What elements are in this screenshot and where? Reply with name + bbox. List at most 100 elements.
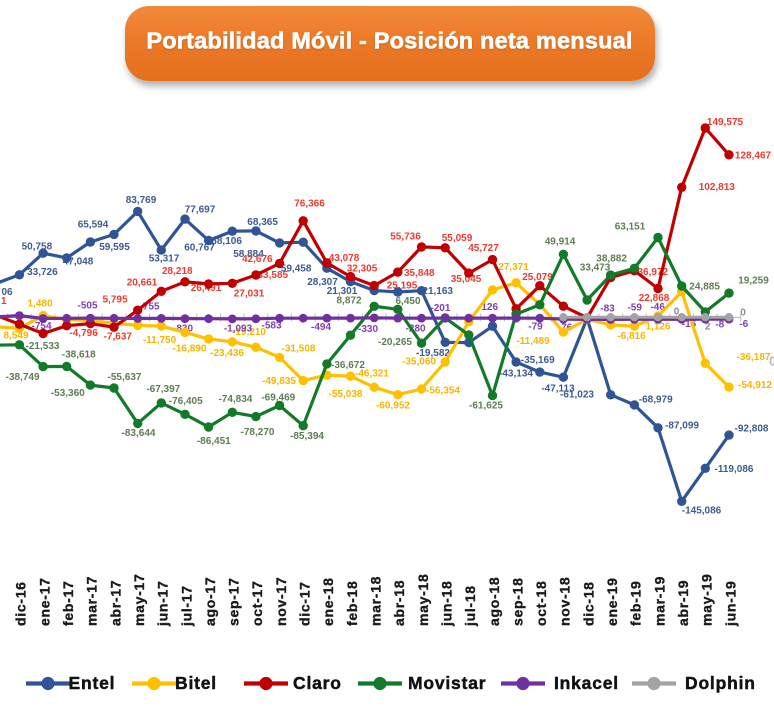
svg-text:36,972: 36,972	[638, 267, 669, 278]
svg-text:-92,808: -92,808	[735, 424, 769, 435]
svg-text:may-18: may-18	[415, 574, 431, 626]
svg-text:may-19: may-19	[699, 574, 715, 626]
svg-text:-85,394: -85,394	[290, 431, 324, 442]
svg-text:24,885: 24,885	[689, 282, 720, 293]
svg-text:68,106: 68,106	[211, 236, 242, 247]
svg-text:-755: -755	[139, 302, 159, 313]
svg-text:-505: -505	[77, 301, 97, 312]
svg-text:77,697: 77,697	[185, 205, 216, 216]
svg-text:06: 06	[2, 287, 14, 298]
svg-text:76,366: 76,366	[294, 199, 325, 210]
svg-text:-4,796: -4,796	[69, 328, 98, 339]
svg-text:-38,749: -38,749	[6, 372, 40, 383]
svg-text:-86,451: -86,451	[197, 436, 231, 447]
svg-text:59,595: 59,595	[99, 242, 130, 253]
svg-text:21,163: 21,163	[422, 286, 453, 297]
svg-text:-74,834: -74,834	[218, 394, 252, 405]
svg-text:-53,360: -53,360	[51, 388, 85, 399]
svg-text:-754: -754	[31, 321, 51, 332]
svg-text:35,045: 35,045	[451, 274, 482, 285]
svg-text:59,458: 59,458	[281, 264, 312, 275]
svg-text:jul-18: jul-18	[462, 585, 478, 627]
svg-text:jun-18: jun-18	[439, 581, 455, 627]
svg-text:abr-17: abr-17	[107, 580, 123, 626]
svg-text:-54,912: -54,912	[738, 380, 772, 391]
svg-text:35,848: 35,848	[404, 268, 435, 279]
svg-text:nov-18: nov-18	[557, 577, 573, 626]
svg-text:-47,113: -47,113	[541, 384, 575, 395]
svg-text:63,151: 63,151	[615, 222, 646, 233]
svg-text:149,575: 149,575	[707, 117, 744, 128]
svg-text:-56,354: -56,354	[426, 386, 460, 397]
svg-text:ene-17: ene-17	[36, 577, 52, 626]
svg-text:-38,618: -38,618	[62, 349, 96, 360]
svg-text:2: 2	[705, 322, 711, 333]
svg-text:19,259: 19,259	[738, 276, 769, 287]
svg-text:1,480: 1,480	[27, 299, 52, 310]
svg-text:-20,265: -20,265	[378, 337, 412, 348]
svg-text:-11,489: -11,489	[516, 336, 550, 347]
svg-text:-83: -83	[600, 304, 615, 315]
svg-text:1: 1	[1, 296, 7, 307]
svg-text:-119,086: -119,086	[715, 464, 754, 475]
svg-text:-61,023: -61,023	[560, 390, 594, 401]
svg-text:0: 0	[740, 308, 746, 319]
svg-text:55,736: 55,736	[390, 232, 421, 243]
svg-text:8,872: 8,872	[336, 296, 361, 307]
svg-text:may-17: may-17	[131, 574, 147, 626]
svg-text:-59: -59	[627, 303, 642, 314]
svg-text:33,726: 33,726	[27, 267, 58, 278]
svg-text:-61,625: -61,625	[469, 400, 503, 411]
svg-text:33,585: 33,585	[258, 270, 289, 281]
svg-text:nov-17: nov-17	[273, 577, 289, 626]
svg-text:-583: -583	[261, 321, 281, 332]
svg-text:27,371: 27,371	[498, 262, 529, 273]
svg-text:dic-16: dic-16	[13, 581, 29, 626]
svg-text:abr-19: abr-19	[675, 580, 691, 626]
svg-text:25,195: 25,195	[387, 281, 418, 292]
svg-text:-68,979: -68,979	[639, 395, 673, 406]
svg-text:-6: -6	[739, 319, 748, 330]
svg-text:28,218: 28,218	[162, 266, 193, 277]
svg-text:42,676: 42,676	[242, 254, 273, 265]
svg-text:-8: -8	[715, 320, 724, 331]
svg-text:feb-19: feb-19	[628, 581, 644, 626]
svg-text:6,450: 6,450	[395, 296, 420, 307]
svg-text:jun-17: jun-17	[155, 581, 171, 627]
svg-text:-35,169: -35,169	[521, 355, 555, 366]
svg-text:-60,952: -60,952	[376, 401, 410, 412]
svg-text:0: 0	[674, 307, 680, 318]
svg-text:-83,644: -83,644	[122, 428, 156, 439]
svg-text:58,884: 58,884	[233, 249, 264, 260]
svg-text:8,549: 8,549	[4, 331, 29, 342]
svg-text:-6,816: -6,816	[617, 331, 646, 342]
svg-text:oct-18: oct-18	[533, 581, 549, 626]
svg-text:-46: -46	[650, 302, 665, 313]
svg-text:-19,210: -19,210	[232, 327, 266, 338]
svg-text:Inkacel: Inkacel	[554, 673, 619, 693]
svg-text:ago-18: ago-18	[486, 577, 502, 626]
svg-text:60,767: 60,767	[184, 243, 215, 254]
svg-text:jul-17: jul-17	[178, 585, 194, 627]
svg-text:50,758: 50,758	[22, 242, 53, 253]
svg-text:-23,436: -23,436	[210, 348, 244, 359]
svg-text:1,126: 1,126	[645, 322, 670, 333]
svg-text:27,031: 27,031	[234, 289, 265, 300]
svg-text:-35,060: -35,060	[402, 357, 436, 368]
svg-text:oct-17: oct-17	[249, 581, 265, 626]
svg-text:25,079: 25,079	[522, 272, 553, 283]
svg-text:-1,093: -1,093	[224, 324, 253, 335]
svg-text:ago-17: ago-17	[202, 577, 218, 626]
svg-text:68,365: 68,365	[247, 217, 278, 228]
svg-text:21,301: 21,301	[327, 286, 358, 297]
svg-text:-69,469: -69,469	[261, 393, 295, 404]
svg-text:mar-18: mar-18	[368, 576, 384, 626]
svg-text:Entel: Entel	[69, 673, 116, 693]
svg-text:Bitel: Bitel	[175, 673, 217, 693]
svg-text:-7,637: -7,637	[104, 332, 133, 343]
svg-text:-43,134: -43,134	[499, 369, 533, 380]
svg-text:26,491: 26,491	[191, 283, 222, 294]
svg-text:Movistar: Movistar	[408, 673, 486, 693]
svg-text:83,769: 83,769	[126, 195, 157, 206]
svg-text:feb-18: feb-18	[344, 581, 360, 626]
